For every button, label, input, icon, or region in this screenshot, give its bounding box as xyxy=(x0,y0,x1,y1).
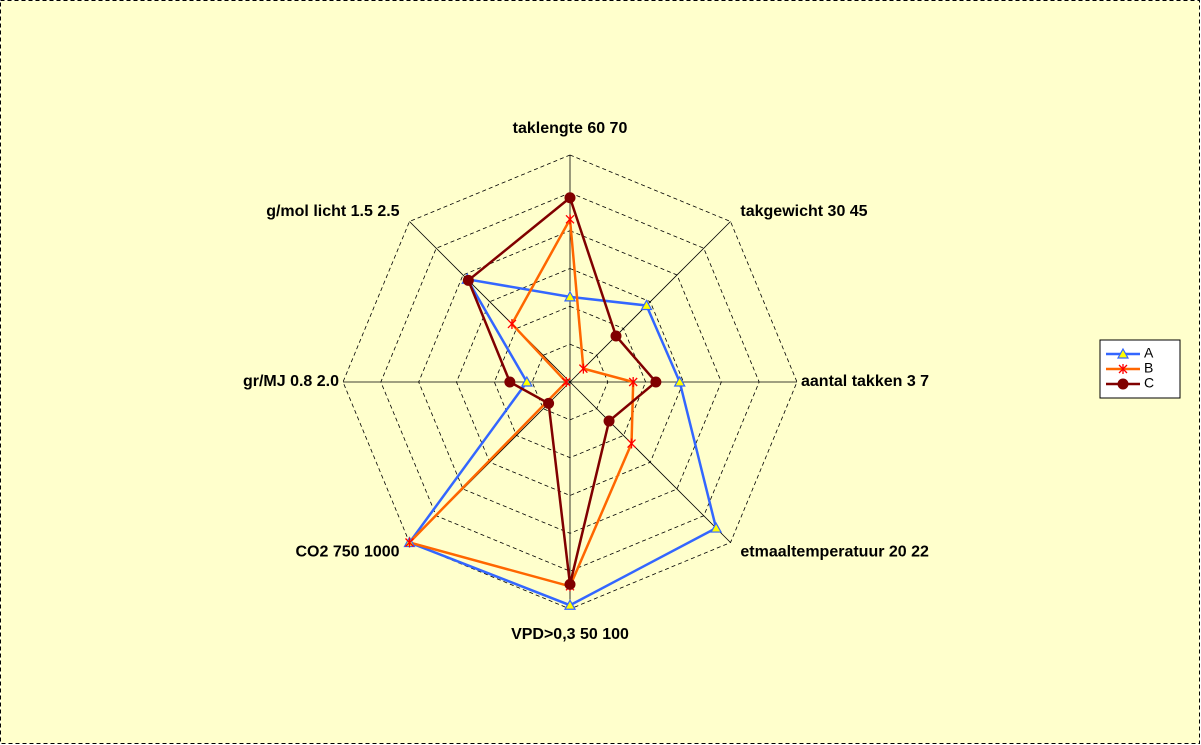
marker xyxy=(520,375,533,387)
axis-label: CO2 750 1000 xyxy=(296,544,400,561)
legend-label: A xyxy=(1144,345,1154,361)
marker xyxy=(507,318,517,329)
marker xyxy=(710,521,723,533)
legend-label: C xyxy=(1144,375,1154,391)
marker xyxy=(564,192,576,204)
marker xyxy=(563,290,577,302)
marker xyxy=(628,377,638,387)
marker xyxy=(578,363,588,374)
marker xyxy=(543,397,555,409)
marker xyxy=(561,377,571,387)
marker xyxy=(1117,378,1129,390)
marker xyxy=(1116,347,1130,359)
marker xyxy=(565,214,575,225)
marker xyxy=(563,598,577,610)
grid-ring xyxy=(456,268,684,496)
axis-label: gr/MJ 0.8 2.0 xyxy=(243,373,339,390)
axis-label: takgewicht 30 45 xyxy=(740,203,867,220)
axis-label: aantal takken 3 7 xyxy=(801,373,929,390)
marker xyxy=(1118,364,1128,374)
legend-label: B xyxy=(1144,360,1153,376)
marker xyxy=(603,415,615,427)
marker xyxy=(405,537,414,548)
marker xyxy=(640,299,653,311)
axis-line xyxy=(569,221,731,383)
axis-label: VPD>0,3 50 100 xyxy=(511,626,629,643)
marker xyxy=(504,376,516,388)
marker xyxy=(564,578,576,590)
marker xyxy=(650,376,662,388)
axis-label: g/mol licht 1.5 2.5 xyxy=(266,203,399,220)
axis-label: taklengte 60 70 xyxy=(513,120,628,137)
marker xyxy=(627,438,636,449)
axis-label: etmaaltemperatuur 20 22 xyxy=(740,544,929,561)
axis-line xyxy=(569,381,731,543)
marker xyxy=(673,375,686,387)
marker xyxy=(462,274,474,286)
marker xyxy=(610,330,622,342)
axis-line xyxy=(409,221,571,383)
